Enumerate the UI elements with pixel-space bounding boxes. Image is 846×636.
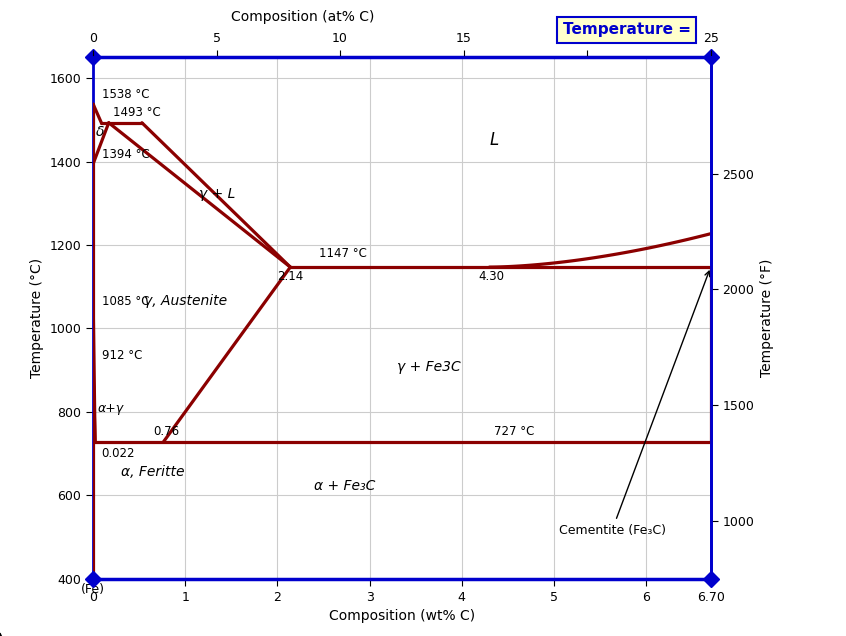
Text: 1538 °C: 1538 °C	[102, 88, 150, 101]
Text: γ + L: γ + L	[199, 187, 235, 201]
Text: α+γ: α+γ	[97, 402, 124, 415]
Text: 1147 °C: 1147 °C	[319, 247, 367, 260]
Y-axis label: Temperature (°F): Temperature (°F)	[760, 259, 774, 377]
X-axis label: Composition (wt% C): Composition (wt% C)	[329, 609, 475, 623]
Text: α, Feritte: α, Feritte	[121, 466, 184, 480]
Text: δ: δ	[96, 125, 105, 139]
Text: (Fe): (Fe)	[81, 583, 105, 596]
Text: 1085 °C: 1085 °C	[102, 295, 150, 308]
Text: 2.14: 2.14	[277, 270, 304, 284]
Text: 1394 °C: 1394 °C	[102, 148, 150, 161]
Text: 1493 °C: 1493 °C	[113, 106, 161, 118]
Y-axis label: Temperature (°C): Temperature (°C)	[30, 258, 44, 378]
Text: 0.76: 0.76	[153, 425, 179, 438]
Text: 912 °C: 912 °C	[102, 349, 143, 362]
Text: γ + Fe3C: γ + Fe3C	[398, 361, 461, 375]
Text: 727 °C: 727 °C	[494, 425, 535, 438]
Text: α + Fe₃C: α + Fe₃C	[314, 480, 376, 494]
Text: 4.30: 4.30	[478, 270, 504, 284]
Text: Temperature =: Temperature =	[563, 22, 690, 38]
X-axis label: Composition (at% C): Composition (at% C)	[231, 10, 375, 24]
Text: γ, Austenite: γ, Austenite	[144, 294, 227, 308]
Text: 0.022: 0.022	[102, 447, 135, 460]
Text: Cementite (Fe₃C): Cementite (Fe₃C)	[558, 271, 710, 537]
Text: L: L	[490, 131, 498, 149]
